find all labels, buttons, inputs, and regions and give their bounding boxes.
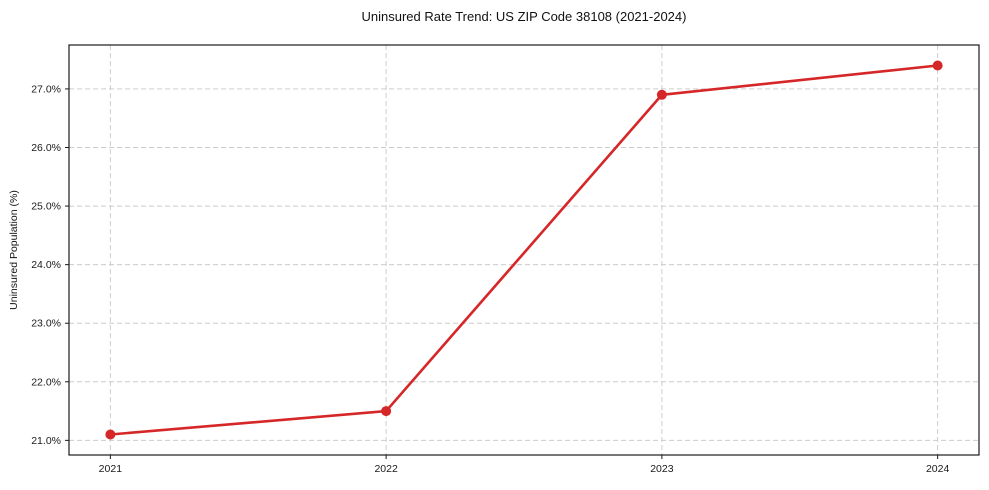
plot-area [69, 45, 979, 455]
x-tick-label: 2023 [650, 463, 674, 475]
x-tick-label: 2024 [926, 463, 950, 475]
y-tick-label: 25.0% [31, 201, 61, 213]
data-point [932, 60, 943, 71]
y-tick-label: 27.0% [31, 83, 61, 95]
plot-border [68, 44, 980, 456]
trend-line [109, 64, 939, 436]
data-point [105, 429, 116, 440]
x-tick-label: 2022 [374, 463, 398, 475]
y-tick-label: 26.0% [31, 142, 61, 154]
x-tick-label: 2021 [99, 463, 123, 475]
data-point [656, 89, 667, 100]
y-tick-label: 21.0% [31, 435, 61, 447]
y-tick-label: 24.0% [31, 259, 61, 271]
y-tick-label: 22.0% [31, 376, 61, 388]
chart-title: Uninsured Rate Trend: US ZIP Code 38108 … [361, 9, 687, 24]
data-point [381, 406, 392, 417]
y-tick-label: 23.0% [31, 318, 61, 330]
